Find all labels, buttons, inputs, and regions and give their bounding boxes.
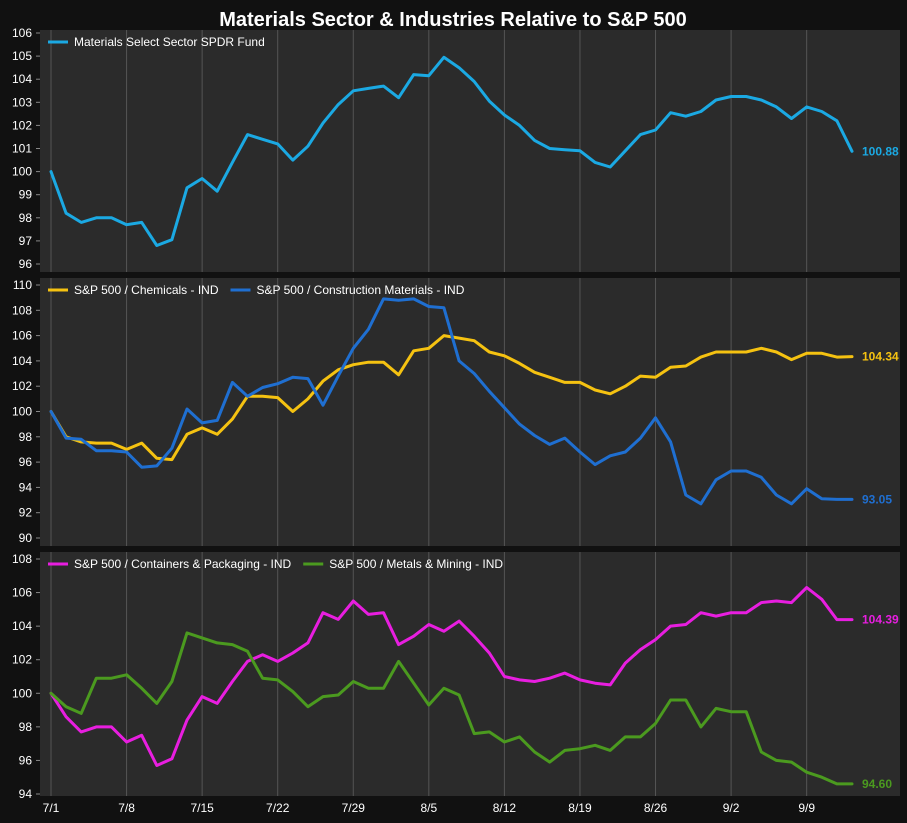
panel-2-ytick-label: 96 (19, 455, 33, 469)
panels-layer: 96 97 98 99 100 101 102 103 104 105 106 100.88 Mater… (12, 26, 900, 801)
legend-entry: S&P 500 / Chemicals - IND (74, 283, 219, 297)
panel-3-ytick-label: 100 (12, 686, 32, 700)
panel-3: 94 96 98 100 102 104 106 108 104.39 94.60 S&P 500 … (12, 552, 900, 801)
panel-3-background (40, 552, 900, 796)
panel-2-ytick-label: 102 (12, 379, 32, 393)
panel-3-ytick-label: 94 (19, 787, 33, 801)
panel-1-ytick-label: 103 (12, 95, 32, 109)
panel-1-ytick-label: 100 (12, 165, 32, 179)
panel-1-ytick-label: 105 (12, 49, 32, 63)
series-line-s-p-500-construction-materials-ind (49, 297, 854, 506)
panel-1-background (40, 30, 900, 272)
chart-title: Materials Sector & Industries Relative t… (219, 9, 687, 31)
panel-2-legend: S&P 500 / Chemicals - IND S&P 500 / Const… (48, 283, 465, 297)
x-tick-label: 7/1 (43, 801, 60, 815)
series-end-label: 104.39 (862, 613, 899, 627)
series-end-label: 94.60 (862, 777, 892, 791)
x-tick-label: 8/5 (420, 801, 437, 815)
panel-2-ytick-label: 92 (19, 506, 33, 520)
panel-1: 96 97 98 99 100 101 102 103 104 105 106 100.88 Mater… (12, 26, 900, 272)
panel-3-ytick-label: 96 (19, 753, 33, 767)
panel-2-ytick-label: 98 (19, 430, 33, 444)
x-tick-label: 8/12 (493, 801, 517, 815)
panel-2-ytick-label: 100 (12, 405, 32, 419)
series-line-s-p-500-metals-mining-ind (49, 631, 854, 786)
panel-2-ytick-label: 90 (19, 531, 33, 545)
x-tick-label: 7/22 (266, 801, 290, 815)
legend-entry: S&P 500 / Metals & Mining - IND (329, 557, 503, 571)
x-tick-label: 8/26 (644, 801, 668, 815)
panel-1-legend: Materials Select Sector SPDR Fund (48, 35, 265, 49)
panel-2-ytick-label: 106 (12, 329, 32, 343)
x-tick-label: 7/8 (118, 801, 135, 815)
panel-3-ytick-label: 104 (12, 619, 32, 633)
legend-entry: S&P 500 / Construction Materials - IND (257, 283, 465, 297)
x-tick-label: 8/19 (568, 801, 592, 815)
panel-3-legend: S&P 500 / Containers & Packaging - IND S&… (48, 557, 503, 571)
x-tick-label: 9/2 (723, 801, 740, 815)
panel-1-ytick-label: 104 (12, 72, 32, 86)
legend-entry: S&P 500 / Containers & Packaging - IND (74, 557, 292, 571)
panel-2-ytick-label: 110 (13, 278, 32, 292)
x-axis: 7/1 7/8 7/15 7/22 7/29 8/5 8/12 8/19 8/26 9/2 9/9 (43, 801, 816, 815)
panel-2: 90 92 94 96 98 100 102 104 106 108 110 104.34 93.05 S… (12, 278, 900, 546)
panel-3-ytick-label: 98 (19, 720, 33, 734)
series-line-materials-select-sector-spdr-fund (49, 55, 854, 247)
panel-3-ytick-label: 108 (12, 552, 32, 566)
panel-2-ytick-label: 108 (12, 303, 32, 317)
panel-1-ytick-label: 101 (12, 142, 32, 156)
legend-entry: Materials Select Sector SPDR Fund (74, 35, 265, 49)
panel-1-ytick-label: 97 (19, 234, 33, 248)
series-end-label: 93.05 (862, 492, 892, 506)
panel-2-background (40, 278, 900, 546)
panel-3-ytick-label: 106 (12, 586, 32, 600)
panel-2-ytick-label: 104 (12, 354, 32, 368)
series-line-s-p-500-containers-packaging-ind (49, 586, 854, 767)
panel-1-ytick-label: 106 (12, 26, 32, 40)
panel-1-ytick-label: 102 (12, 118, 32, 132)
panel-1-ytick-label: 99 (19, 188, 33, 202)
x-tick-label: 9/9 (798, 801, 815, 815)
series-end-label: 100.88 (862, 144, 899, 158)
panel-1-ytick-label: 98 (19, 211, 33, 225)
series-end-label: 104.34 (862, 350, 899, 364)
x-tick-label: 7/29 (342, 801, 366, 815)
panel-2-ytick-label: 94 (19, 480, 33, 494)
panel-1-ytick-label: 96 (19, 257, 33, 271)
panel-3-ytick-label: 102 (12, 653, 32, 667)
x-tick-label: 7/15 (190, 801, 214, 815)
